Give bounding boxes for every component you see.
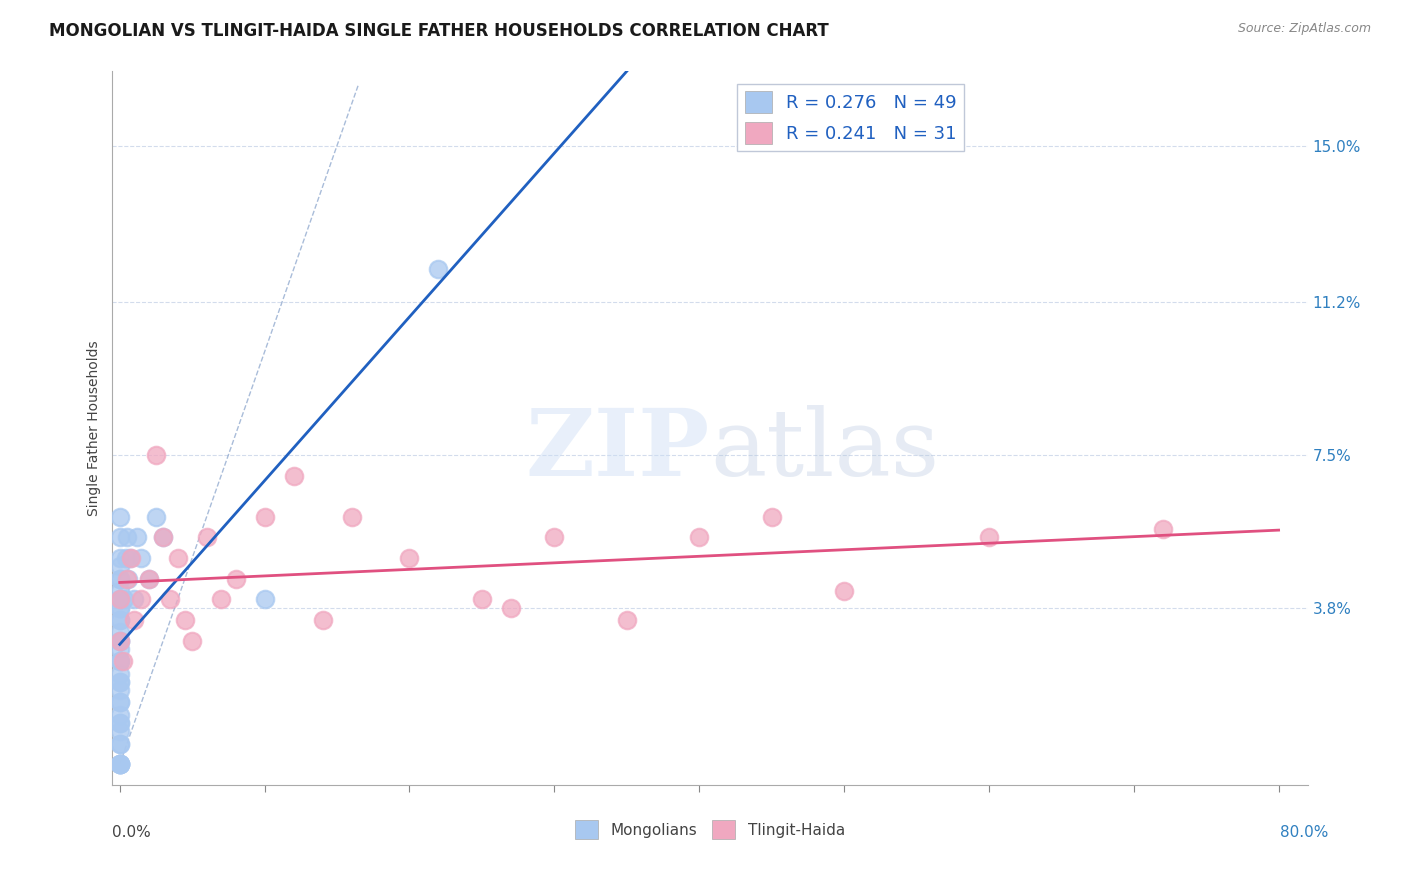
Point: [209, 592, 232, 607]
Point: [108, 696, 131, 710]
Point: [181, 633, 204, 648]
Point: [108, 509, 131, 524]
Point: [108, 654, 131, 668]
Point: [120, 551, 142, 566]
Point: [108, 641, 131, 656]
Point: [311, 613, 333, 627]
Point: [108, 654, 131, 668]
Point: [145, 448, 167, 462]
Point: [108, 531, 131, 545]
Point: [427, 262, 450, 277]
Point: [108, 683, 131, 698]
Point: [108, 600, 131, 615]
Point: [108, 572, 131, 586]
Point: [159, 592, 181, 607]
Point: [108, 559, 131, 574]
Point: [977, 531, 1000, 545]
Point: [111, 654, 134, 668]
Point: [122, 613, 145, 627]
Point: [225, 572, 247, 586]
Text: 80.0%: 80.0%: [1281, 825, 1329, 840]
Point: [108, 716, 131, 731]
Point: [688, 531, 710, 545]
Point: [1152, 522, 1174, 536]
Point: [832, 584, 855, 599]
Point: [114, 551, 136, 566]
Point: [398, 551, 420, 566]
Point: [108, 696, 131, 710]
Point: [471, 592, 494, 607]
Point: [145, 509, 167, 524]
Text: MONGOLIAN VS TLINGIT-HAIDA SINGLE FATHER HOUSEHOLDS CORRELATION CHART: MONGOLIAN VS TLINGIT-HAIDA SINGLE FATHER…: [49, 22, 830, 40]
Point: [108, 757, 131, 772]
Point: [195, 531, 218, 545]
Point: [152, 531, 174, 545]
Point: [543, 531, 565, 545]
Point: [108, 737, 131, 751]
Point: [108, 674, 131, 689]
Point: [118, 551, 141, 566]
Point: [131, 592, 153, 607]
Point: [138, 572, 160, 586]
Point: [108, 757, 131, 772]
Point: [108, 592, 131, 607]
Point: [108, 666, 131, 681]
Point: [115, 531, 138, 545]
Point: [108, 551, 131, 566]
Point: [108, 625, 131, 640]
Point: [340, 509, 363, 524]
Point: [152, 531, 174, 545]
Point: [108, 584, 131, 599]
Point: [253, 509, 276, 524]
Point: [108, 757, 131, 772]
Point: [499, 600, 522, 615]
Point: [108, 592, 131, 607]
Point: [108, 724, 131, 739]
Point: [108, 613, 131, 627]
Legend: Mongolians, Tlingit-Haida: Mongolians, Tlingit-Haida: [569, 814, 851, 845]
Point: [108, 757, 131, 772]
Point: [283, 468, 305, 483]
Point: [253, 592, 276, 607]
Point: [112, 592, 135, 607]
Point: [108, 737, 131, 751]
Text: ZIP: ZIP: [526, 405, 710, 494]
Point: [138, 572, 160, 586]
Text: Source: ZipAtlas.com: Source: ZipAtlas.com: [1237, 22, 1371, 36]
Point: [108, 674, 131, 689]
Point: [108, 572, 131, 586]
Point: [108, 633, 131, 648]
Point: [131, 551, 153, 566]
Point: [108, 592, 131, 607]
Text: atlas: atlas: [710, 405, 939, 494]
Point: [166, 551, 188, 566]
Point: [122, 592, 145, 607]
Point: [108, 716, 131, 731]
Point: [108, 633, 131, 648]
Text: 0.0%: 0.0%: [112, 825, 152, 840]
Point: [761, 509, 783, 524]
Point: [174, 613, 197, 627]
Point: [115, 572, 138, 586]
Y-axis label: Single Father Households: Single Father Households: [87, 341, 101, 516]
Point: [127, 531, 149, 545]
Point: [117, 572, 139, 586]
Point: [108, 757, 131, 772]
Point: [616, 613, 638, 627]
Point: [108, 633, 131, 648]
Point: [108, 600, 131, 615]
Point: [108, 613, 131, 627]
Point: [108, 707, 131, 722]
